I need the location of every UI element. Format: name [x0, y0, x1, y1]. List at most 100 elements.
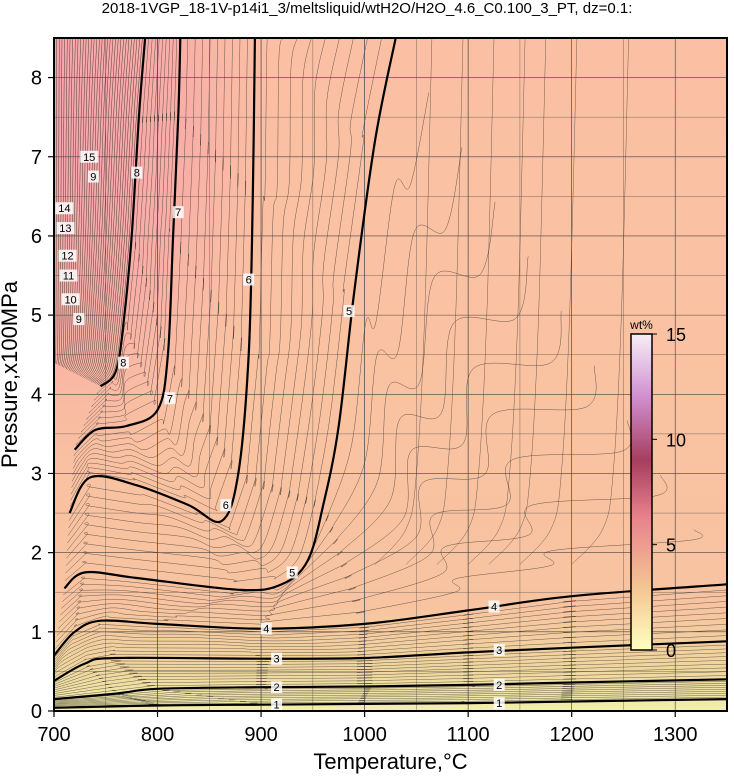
contour-label: 14	[58, 203, 70, 215]
x-tick-label: 1200	[549, 724, 594, 746]
minor-contour	[60, 256, 529, 616]
contour-label: 9	[90, 172, 96, 184]
x-tick-label: 1100	[447, 724, 490, 746]
contour-label: 1	[496, 698, 502, 710]
minor-contour	[78, 38, 103, 376]
contour-label: 6	[246, 274, 252, 286]
y-tick-label: 6	[31, 226, 42, 248]
minor-contour	[67, 38, 298, 541]
minor-contour	[54, 618, 727, 671]
contour-label: 4	[263, 624, 269, 636]
colorbar-tick-label: 15	[666, 325, 686, 345]
contour-label: 2	[274, 682, 280, 694]
minor-contour	[66, 38, 340, 560]
minor-contour	[54, 623, 727, 674]
minor-contour	[96, 38, 138, 385]
minor-contour	[78, 38, 174, 439]
y-tick-label: 0	[31, 701, 42, 723]
contour-label-bg	[343, 305, 355, 318]
contour-label-bg	[172, 206, 184, 219]
minor-contour	[374, 38, 433, 565]
minor-contour	[468, 38, 526, 565]
colorbar-label: wt%	[629, 318, 653, 332]
minor-contour	[71, 38, 226, 488]
minor-contour	[56, 38, 60, 365]
contour-6	[68, 38, 256, 524]
minor-contour	[83, 38, 114, 379]
contour-label: 8	[134, 168, 140, 180]
contour-label-bg	[164, 392, 176, 405]
minor-contour	[88, 38, 122, 381]
contour-label-bg	[59, 269, 78, 282]
contour-5	[63, 38, 397, 592]
minor-contour	[91, 38, 156, 407]
minor-contour	[79, 38, 106, 377]
y-tick-label: 4	[31, 384, 42, 406]
colorbar-tick-label: 5	[666, 536, 676, 556]
minor-contour	[54, 612, 727, 669]
chart-title: 2018-1VGP_18-1V-p14i1_3/meltsliquid/wtH2…	[101, 0, 633, 17]
contour-label: 3	[274, 654, 280, 666]
minor-contour	[77, 38, 100, 375]
contour-label: 15	[83, 152, 95, 164]
minor-contour	[63, 38, 74, 368]
x-tick-label: 700	[37, 724, 70, 746]
contour-label: 4	[491, 601, 497, 613]
contour-label-bg	[260, 622, 272, 635]
minor-contour	[69, 38, 248, 512]
contour-label-bg	[56, 222, 75, 235]
minor-contour	[75, 38, 98, 374]
minor-contour	[59, 38, 65, 366]
minor-contour	[54, 589, 727, 659]
contour-label: 10	[64, 294, 76, 306]
contour-label-bg	[243, 273, 255, 286]
minor-contour	[73, 38, 189, 457]
contour-label-bg	[493, 697, 505, 710]
contour-7	[73, 38, 182, 451]
contour-label-bg	[286, 566, 298, 579]
minor-contour	[60, 38, 68, 367]
contour-label-bg	[271, 652, 283, 665]
colorbar-tick-label: 0	[666, 641, 676, 661]
contour-4	[54, 583, 727, 657]
minor-contour	[70, 38, 241, 501]
contour-label-bg	[58, 249, 77, 262]
y-axis-label: Pressure,x100MPa	[0, 280, 22, 468]
y-tick-label: 2	[31, 543, 42, 565]
minor-contour	[86, 38, 119, 380]
contour-label: 12	[61, 251, 73, 263]
minor-contour	[81, 38, 108, 377]
minor-contour	[83, 38, 167, 426]
minor-contour	[93, 38, 132, 384]
contour-label-bg	[271, 681, 283, 694]
minor-contour	[54, 660, 727, 691]
contour-label-bg	[220, 499, 232, 512]
minor-contour	[571, 38, 629, 565]
colorbar-tick-label: 10	[666, 430, 686, 450]
contour-label: 9	[76, 314, 82, 326]
minor-contour	[93, 38, 153, 401]
contour-label: 2	[496, 680, 502, 692]
minor-contour	[73, 38, 203, 469]
contour-8	[99, 38, 147, 388]
contour-3	[54, 640, 727, 682]
minor-contour	[90, 38, 127, 382]
contour-label-bg	[87, 170, 99, 183]
minor-contour	[54, 644, 727, 683]
minor-contour	[82, 38, 111, 378]
contour-label-bg	[117, 356, 129, 369]
minor-contour	[67, 38, 82, 370]
contour-label-bg	[80, 150, 99, 163]
minor-contour	[66, 38, 326, 553]
minor-contour	[54, 681, 727, 701]
minor-contour	[56, 420, 632, 636]
minor-contour	[59, 311, 562, 623]
minor-contour	[54, 685, 727, 702]
minor-contour	[64, 38, 76, 369]
contour-label: 5	[346, 306, 352, 318]
minor-contour	[72, 38, 211, 476]
contour-label: 6	[223, 500, 229, 512]
x-axis-label: Temperature,°C	[313, 749, 467, 774]
minor-contour	[54, 601, 727, 664]
